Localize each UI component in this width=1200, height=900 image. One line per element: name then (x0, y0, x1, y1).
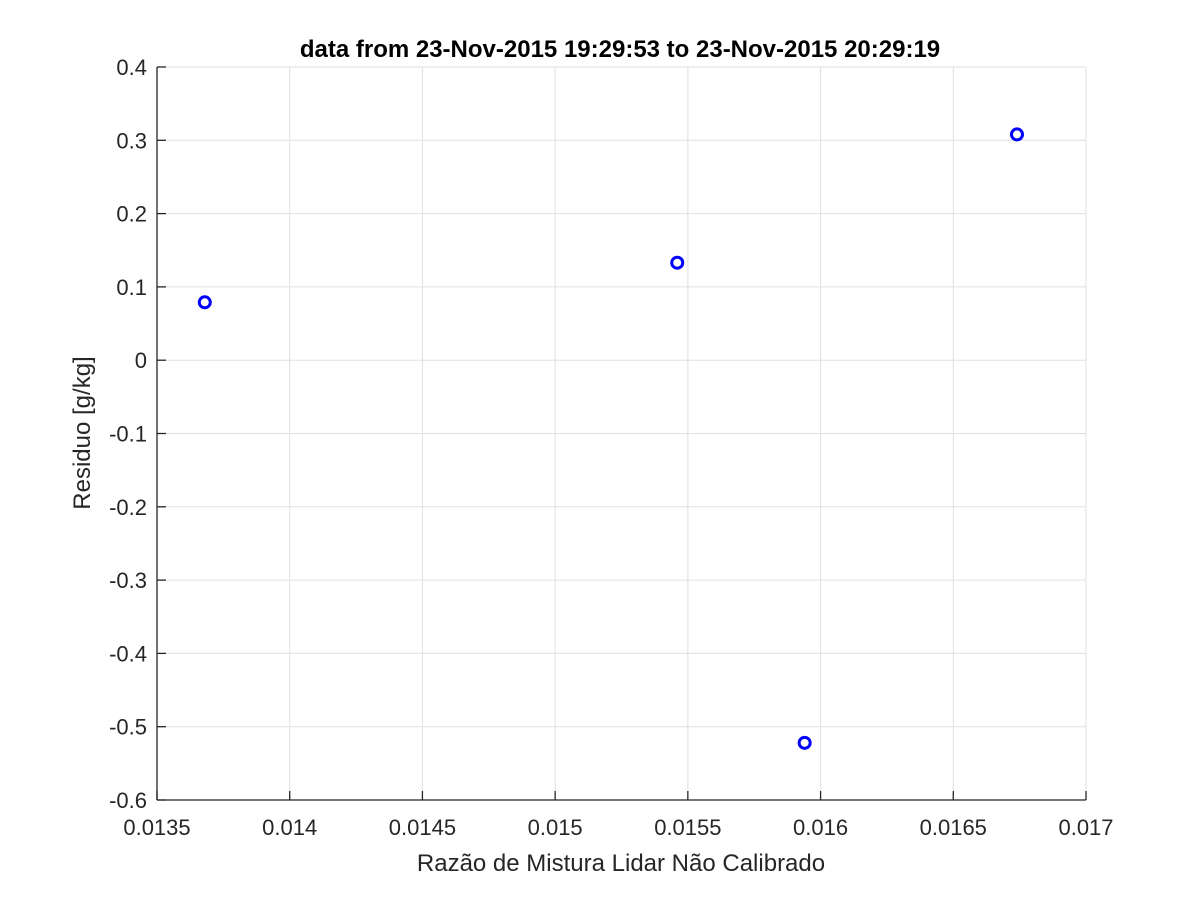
x-tick-label: 0.0135 (123, 815, 190, 840)
y-tick-label: 0.4 (116, 55, 147, 80)
y-tick-label: 0.3 (116, 128, 147, 153)
y-tick-label: -0.5 (109, 715, 147, 740)
y-tick-label: -0.6 (109, 788, 147, 813)
data-point (197, 295, 212, 310)
y-tick-label: -0.1 (109, 422, 147, 447)
y-tick-label: 0 (135, 348, 147, 373)
axes: 0.0135 0.014 0.0145 0.015 0.0155 0.016 0.0165 0… (109, 55, 1113, 840)
x-tick-label: 0.014 (262, 815, 317, 840)
x-tick-label: 0.015 (528, 815, 583, 840)
y-tick-label: -0.2 (109, 495, 147, 520)
y-tick-label: 0.1 (116, 275, 147, 300)
data-point (670, 255, 685, 270)
x-tick-label: 0.016 (793, 815, 848, 840)
grid (156, 66, 1087, 801)
x-axis-title: Razão de Mistura Lidar Não Calibrado (417, 850, 825, 877)
data-point (1009, 127, 1024, 142)
data-point (797, 735, 812, 750)
data-points (197, 127, 1024, 750)
y-axis-title: Residuo [g/kg] (69, 356, 96, 509)
x-tick-label: 0.0165 (920, 815, 987, 840)
y-tick-label: -0.3 (109, 568, 147, 593)
x-tick-label: 0.0145 (389, 815, 456, 840)
chart-title: data from 23-Nov-2015 19:29:53 to 23-Nov… (300, 36, 940, 63)
x-tick-label: 0.017 (1058, 815, 1113, 840)
y-tick-label: 0.2 (116, 202, 147, 227)
x-tick-label: 0.0155 (654, 815, 721, 840)
y-tick-label: -0.4 (109, 641, 147, 666)
